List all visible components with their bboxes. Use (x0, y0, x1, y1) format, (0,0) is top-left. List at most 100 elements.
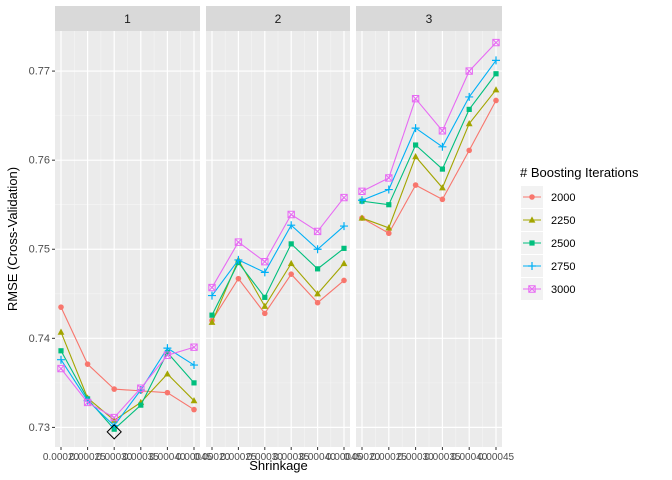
data-point-2250 (164, 370, 171, 377)
x-tick-label: 0.00020 (344, 452, 381, 463)
series-2750 (57, 56, 500, 430)
data-point-2500 (164, 349, 170, 356)
data-point-3000 (137, 384, 145, 392)
legend-item-2250: 2250 (521, 209, 575, 231)
data-point-2250 (261, 302, 269, 309)
x-axis-title: Shrinkage (249, 458, 308, 473)
data-point-2250 (412, 153, 419, 160)
x-tick-label: 0.00020 (194, 452, 231, 463)
x-tick-label: 0.00025 (70, 452, 107, 463)
x-tick-label: 0.00040 (300, 452, 337, 463)
facet-panel-2: 2 0.000200.000250.000300.000350.000400.00… (194, 6, 363, 463)
data-point-3000 (234, 238, 243, 246)
data-point-2250 (190, 397, 198, 404)
series-line-2250 (361, 89, 497, 229)
best-point-diamond (106, 424, 122, 440)
data-point-3000 (208, 283, 216, 292)
data-point-2000 (439, 196, 446, 203)
data-point-2000 (288, 271, 295, 277)
data-point-3000 (83, 398, 92, 407)
data-point-2000 (314, 299, 321, 306)
data-point-2750 (411, 124, 420, 133)
facet-strip-label: 1 (124, 12, 131, 26)
data-point-3000 (465, 67, 473, 75)
data-point-2000 (412, 182, 419, 188)
series-line-2500 (211, 242, 345, 316)
series-line-3000 (361, 42, 497, 192)
data-point-3000 (261, 258, 269, 266)
legend-label: 3000 (551, 284, 575, 296)
series-line-2500 (361, 73, 497, 206)
data-point-2500 (413, 142, 419, 148)
series-line-2000 (361, 100, 497, 234)
series-3000 (57, 38, 500, 422)
x-tick-label: 0.00035 (424, 452, 461, 463)
series-line-2750 (60, 347, 195, 427)
data-point-2000 (235, 275, 242, 282)
x-tick-label: 0.00025 (220, 452, 257, 463)
series-line-3000 (60, 346, 195, 419)
legend-key-marker (528, 216, 536, 223)
x-tick-label: 0.00030 (96, 452, 133, 463)
data-point-2250 (340, 259, 348, 267)
data-point-2000 (341, 277, 347, 284)
facet-panel-3: 3 0.000200.000250.000300.000350.000400.00… (344, 6, 515, 463)
x-tick-label: 0.00045 (176, 452, 213, 463)
data-point-2250 (358, 214, 366, 221)
series-line-2250 (60, 331, 195, 421)
data-point-2750 (208, 291, 216, 300)
legend-key-marker (528, 285, 536, 293)
data-point-2750 (313, 245, 322, 254)
series-line-2750 (211, 224, 345, 296)
data-point-2000 (191, 406, 197, 413)
data-point-3000 (358, 187, 366, 196)
x-tick-label: 0.00035 (123, 452, 160, 463)
data-point-2000 (386, 230, 392, 237)
legend-key-marker (529, 240, 535, 246)
data-point-3000 (190, 343, 198, 351)
legend-label: 2250 (551, 215, 575, 227)
data-point-3000 (411, 95, 420, 103)
facet-strip (55, 6, 200, 31)
data-point-2500 (466, 106, 472, 112)
data-point-2000 (164, 389, 171, 396)
legend-title: # Boosting Iterations (520, 165, 639, 180)
data-point-3000 (340, 193, 348, 202)
series-line-2750 (361, 60, 497, 201)
data-point-2000 (493, 97, 499, 104)
data-point-2500 (262, 294, 268, 300)
x-tick-label: 0.00040 (451, 452, 488, 463)
y-axis-title: RMSE (Cross-Validation) (5, 167, 20, 311)
data-point-2250 (287, 259, 295, 267)
data-point-2750 (492, 56, 500, 65)
data-point-2750 (287, 221, 296, 230)
data-point-2250 (439, 184, 446, 191)
data-point-2750 (260, 268, 269, 277)
facet-strip-label: 3 (426, 12, 433, 26)
facet-strip-label: 2 (275, 12, 282, 26)
data-point-2750 (438, 142, 447, 151)
data-point-2750 (136, 385, 145, 394)
legend-item-2750: 2750 (521, 255, 575, 277)
data-point-2500 (209, 312, 215, 318)
x-tick-label: 0.00030 (398, 452, 435, 463)
data-point-2500 (493, 71, 499, 77)
data-point-2500 (138, 402, 144, 408)
legend-label: 2750 (551, 261, 575, 273)
data-point-2500 (439, 166, 445, 172)
data-point-3000 (438, 127, 447, 135)
data-point-2500 (288, 241, 294, 247)
data-point-2250 (110, 416, 118, 423)
facet-strip (356, 6, 502, 31)
data-point-3000 (492, 38, 500, 47)
data-point-2250 (314, 290, 321, 297)
series-line-2500 (60, 350, 195, 430)
y-tick-label: 0.75 (29, 244, 50, 256)
legend-item-2000: 2000 (521, 186, 575, 208)
data-point-2000 (58, 304, 64, 310)
data-point-2250 (57, 328, 65, 335)
data-point-2750 (190, 361, 198, 370)
legend-key-marker (529, 194, 535, 200)
x-tick-label: 0.00045 (326, 452, 363, 463)
